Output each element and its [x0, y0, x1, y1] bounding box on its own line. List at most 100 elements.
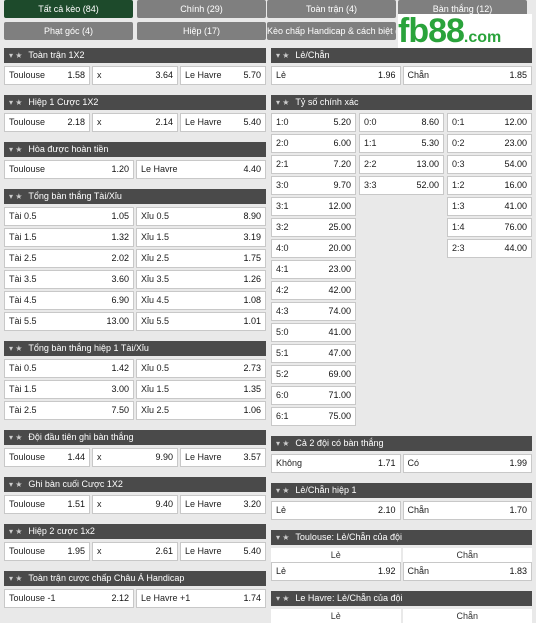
odds-cell[interactable]: Lẻ 1.96	[271, 66, 401, 85]
odds-cell[interactable]: x 2.61	[92, 542, 178, 561]
odds-cell[interactable]: 2:2 13.00	[359, 155, 444, 174]
odds-cell[interactable]: Tài 0.5 1.42	[4, 359, 134, 378]
tab[interactable]: Bàn thắng (12)	[398, 0, 527, 18]
odds-cell[interactable]: Tài 5.5 13.00	[4, 312, 134, 331]
odds-cell[interactable]: Tài 4.5 6.90	[4, 291, 134, 310]
odds-cell[interactable]: Xỉu 5.5 1.01	[136, 312, 266, 331]
bet-label: 6:0	[276, 390, 289, 400]
odds-cell[interactable]: Toulouse 2.18	[4, 113, 90, 132]
odds-cell[interactable]: Lẻ 1.92	[271, 562, 401, 581]
odds-cell[interactable]: Toulouse 1.51	[4, 495, 90, 514]
odds: 69.00	[328, 369, 351, 379]
section-header: ▾ ★ Hiệp 1 Cược 1X2	[4, 95, 266, 110]
logo[interactable]: fb88.com	[398, 14, 532, 48]
odds-cell[interactable]: Xỉu 3.5 1.26	[136, 270, 266, 289]
odds-cell[interactable]: x 9.40	[92, 495, 178, 514]
odds-cell[interactable]: 6:1 75.00	[271, 407, 356, 426]
odds-cell[interactable]: 0:0 8.60	[359, 113, 444, 132]
odds-cell[interactable]: 2:0 6.00	[271, 134, 356, 153]
bet-label: Xỉu 3.5	[141, 274, 170, 284]
odds-cell[interactable]: 4:1 23.00	[271, 260, 356, 279]
odds-cell[interactable]: 4:0 20.00	[271, 239, 356, 258]
odds-cell[interactable]: 2:1 7.20	[271, 155, 356, 174]
odds-cell[interactable]: Xỉu 4.5 1.08	[136, 291, 266, 310]
bet-label: x	[97, 70, 102, 80]
odds-cell[interactable]: 1:3 41.00	[447, 197, 532, 216]
header-icons: ▾ ★	[9, 344, 23, 353]
odds-cell[interactable]: x 3.64	[92, 66, 178, 85]
odds-cell[interactable]: Chẵn 1.85	[402, 66, 532, 85]
odds-cell[interactable]: 1:1 5.30	[359, 134, 444, 153]
odds-cell[interactable]: 3:1 12.00	[271, 197, 356, 216]
header-icons: ▾ ★	[276, 51, 290, 60]
odds-cell[interactable]: 3:3 52.00	[359, 176, 444, 195]
odds-cell[interactable]: 3:2 25.00	[271, 218, 356, 237]
section-title: Tổng bàn thắng Tài/Xỉu	[28, 191, 122, 201]
odds-cell[interactable]: 0:3 54.00	[447, 155, 532, 174]
odds-cell[interactable]: Xỉu 2.5 1.75	[136, 249, 266, 268]
odds-cell[interactable]: Có 1.99	[402, 454, 532, 473]
odds: 6.00	[333, 138, 351, 148]
odds-cell[interactable]: 5:2 69.00	[271, 365, 356, 384]
bet-label: 1:0	[276, 117, 289, 127]
column-header: Chẵn	[402, 609, 532, 623]
odds-cell[interactable]: Toulouse -1 2.12	[4, 589, 134, 608]
tab[interactable]: Phạt góc (4)	[4, 22, 133, 40]
odds-cell[interactable]: Toulouse 1.95	[4, 542, 90, 561]
odds-cell[interactable]: 0:2 23.00	[447, 134, 532, 153]
odds-cell[interactable]: 4:3 74.00	[271, 302, 356, 321]
odds-cell[interactable]: Le Havre 5.40	[180, 542, 266, 561]
odds-cell[interactable]: Toulouse 1.20	[4, 160, 134, 179]
odds-cell[interactable]: Tài 3.5 3.60	[4, 270, 134, 289]
odds-cell[interactable]: x 2.14	[92, 113, 178, 132]
odds-cell[interactable]: Tài 2.5 2.02	[4, 249, 134, 268]
odds-cell[interactable]: 1:4 76.00	[447, 218, 532, 237]
odds-cell[interactable]: Le Havre 5.40	[180, 113, 266, 132]
odds-cell[interactable]: 4:2 42.00	[271, 281, 356, 300]
odds-cell[interactable]: 0:1 12.00	[447, 113, 532, 132]
odds-cell[interactable]: Chẵn 1.70	[402, 501, 532, 520]
odds-cell[interactable]: x 9.90	[92, 448, 178, 467]
odds-cell[interactable]: 5:1 47.00	[271, 344, 356, 363]
section-header: ▾ ★ Cả 2 đội có bàn thắng	[271, 436, 532, 451]
odds-cell[interactable]: 1:0 5.20	[271, 113, 356, 132]
odds-cell[interactable]: Tài 1.5 3.00	[4, 380, 134, 399]
odds-cell[interactable]: Xỉu 0.5 8.90	[136, 207, 266, 226]
odds-cell[interactable]: 1:2 16.00	[447, 176, 532, 195]
odds-cell[interactable]: Lẻ 2.10	[271, 501, 401, 520]
odds: 1.75	[243, 253, 261, 263]
odds-cell[interactable]: Le Havre 5.70	[180, 66, 266, 85]
odds-cell[interactable]: Xỉu 1.5 1.35	[136, 380, 266, 399]
odds-cell[interactable]: Xỉu 1.5 3.19	[136, 228, 266, 247]
odds: 2.10	[377, 505, 396, 515]
odds-cell[interactable]: 5:0 41.00	[271, 323, 356, 342]
odds-cell[interactable]: Xỉu 2.5 1.06	[136, 401, 266, 420]
odds-cell[interactable]: Tài 2.5 7.50	[4, 401, 134, 420]
odds-cell[interactable]: Le Havre 3.57	[180, 448, 266, 467]
tab[interactable]: Hiệp (17)	[137, 22, 266, 40]
bet-label: 3:1	[276, 201, 289, 211]
odds-cell[interactable]: 3:0 9.70	[271, 176, 356, 195]
odds-cell[interactable]: Xỉu 0.5 2.73	[136, 359, 266, 378]
odds-cell[interactable]: 2:3 44.00	[447, 239, 532, 258]
bet-label: 2:2	[364, 159, 377, 169]
tab[interactable]: Tất cả kèo (84)	[4, 0, 133, 18]
odds: 2.73	[243, 363, 261, 373]
tab[interactable]: Kèo chấp Handicap & cách biệt (3)	[267, 22, 396, 40]
odds: 1.85	[509, 70, 527, 80]
tab[interactable]: Chính (29)	[137, 0, 266, 18]
odds-cell[interactable]: Tài 0.5 1.05	[4, 207, 134, 226]
tab[interactable]: Toàn trận (4)	[267, 0, 396, 18]
odds-cell[interactable]: Le Havre 4.40	[136, 160, 266, 179]
odds-cell[interactable]: Chẵn 1.83	[402, 562, 532, 581]
odds-cell[interactable]: Le Havre 3.20	[180, 495, 266, 514]
odds: 1.83	[509, 566, 527, 576]
odds-cell[interactable]: Không 1.71	[271, 454, 401, 473]
odds-cell[interactable]: Tài 1.5 1.32	[4, 228, 134, 247]
odds-cell[interactable]: Le Havre +1 1.74	[136, 589, 266, 608]
bet-label: Le Havre	[185, 70, 222, 80]
odds-cell[interactable]: Toulouse 1.58	[4, 66, 90, 85]
header-icons: ▾ ★	[9, 574, 23, 583]
odds-cell[interactable]: Toulouse 1.44	[4, 448, 90, 467]
odds-cell[interactable]: 6:0 71.00	[271, 386, 356, 405]
